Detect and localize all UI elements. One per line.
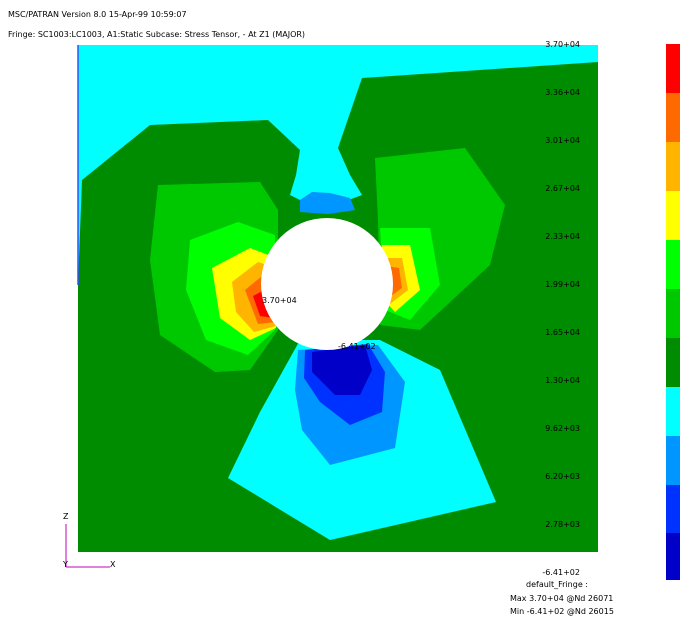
legend-swatch-10: [666, 485, 680, 533]
legend-swatch-7: [666, 338, 680, 387]
legend-swatch-8: [666, 387, 680, 436]
legend-swatch-11: [666, 533, 680, 580]
legend-tick: 9.62+03: [545, 424, 580, 433]
legend-tick: 2.78+03: [545, 520, 580, 529]
app-title: MSC/PATRAN Version 8.0 15-Apr-99 10:59:0…: [8, 10, 187, 19]
legend-swatch-5: [666, 240, 680, 289]
legend-tick: 6.20+03: [545, 472, 580, 481]
legend-swatch-6: [666, 289, 680, 338]
legend-tick: 1.99+04: [545, 280, 580, 289]
min-summary: Min -6.41+02 @Nd 26015: [510, 607, 614, 616]
legend-color-bar: [666, 6, 680, 580]
max-value-marker: 3.70+04: [262, 296, 297, 305]
max-summary: Max 3.70+04 @Nd 26071: [510, 594, 614, 603]
legend-tick: 3.70+04: [545, 40, 580, 49]
fringe-name: default_Fringe :: [526, 580, 588, 589]
legend-tick: 2.33+04: [545, 232, 580, 241]
min-value-marker: -6.41+02: [338, 342, 376, 351]
legend-swatch-9: [666, 436, 680, 485]
legend-swatch-3: [666, 142, 680, 191]
z-axis-label: Z: [63, 512, 69, 521]
legend-top-blank: [666, 6, 680, 44]
cyan-upper-region: [78, 45, 598, 285]
legend-tick: 1.65+04: [545, 328, 580, 337]
legend-swatch-4: [666, 191, 680, 240]
legend-swatch-2: [666, 93, 680, 142]
legend-swatch-1: [666, 44, 680, 93]
legend-tick: -6.41+02: [542, 568, 580, 577]
legend-tick: 1.30+04: [545, 376, 580, 385]
y-axis-label: Y: [63, 560, 68, 569]
legend-tick: 2.67+04: [545, 184, 580, 193]
fringe-description: Fringe: SC1003:LC1003, A1:Static Subcase…: [8, 30, 306, 39]
legend-tick: 3.36+04: [545, 88, 580, 97]
legend-tick: 3.01+04: [545, 136, 580, 145]
x-axis-label: X: [110, 560, 116, 569]
blue-top-region: [300, 192, 355, 214]
plate-hole: [261, 218, 393, 350]
dark-blue-region: [312, 345, 372, 395]
